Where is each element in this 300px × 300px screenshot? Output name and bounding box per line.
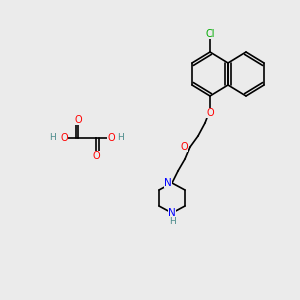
Text: H: H (117, 134, 123, 142)
Text: H: H (169, 217, 176, 226)
Text: H: H (49, 134, 56, 142)
Text: O: O (107, 133, 115, 143)
Text: Cl: Cl (205, 29, 215, 39)
Text: O: O (180, 142, 188, 152)
Text: N: N (164, 178, 172, 188)
Text: O: O (92, 151, 100, 161)
Text: O: O (60, 133, 68, 143)
Text: N: N (168, 208, 176, 218)
Text: O: O (206, 108, 214, 118)
Text: O: O (74, 115, 82, 125)
